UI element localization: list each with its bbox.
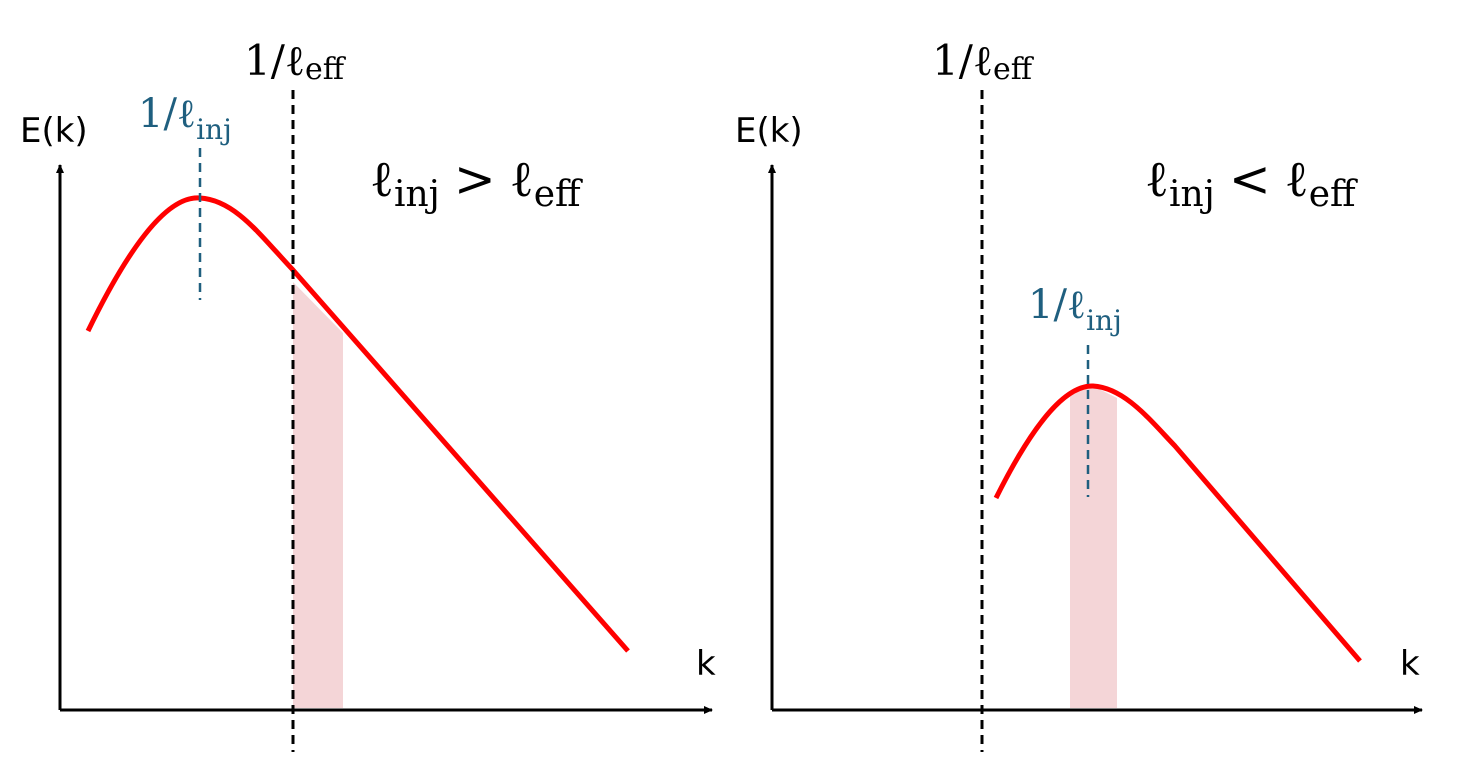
injection-scale-label: 1/ℓinj — [138, 91, 232, 146]
spectrum-curve — [85, 195, 630, 653]
relation-left: ℓ — [370, 150, 394, 208]
relation-operator: < — [1229, 150, 1271, 208]
highlight-band — [293, 282, 343, 708]
scale-relation: ℓinj < ℓeff — [1145, 150, 1358, 215]
relation-operator: > — [454, 150, 496, 208]
relation-right: ℓ — [1285, 150, 1309, 208]
effective-scale-label: 1/ℓeff — [244, 36, 347, 87]
label-subscript: inj — [1086, 304, 1122, 337]
panel-left: E(k) k 1/ℓeff 1/ℓinj ℓinj > ℓeff — [20, 36, 716, 752]
relation-left-subscript: inj — [394, 174, 440, 215]
label-main: 1/ℓ — [932, 36, 993, 85]
relation-left-subscript: inj — [1169, 174, 1215, 215]
spectrum-curve — [993, 383, 1362, 663]
relation-right: ℓ — [510, 150, 534, 208]
label-subscript: eff — [993, 52, 1035, 87]
label-main: 1/ℓ — [138, 91, 196, 137]
label-subscript: inj — [196, 113, 232, 146]
x-axis-label: k — [1400, 644, 1420, 684]
relation-left: ℓ — [1145, 150, 1169, 208]
scale-relation: ℓinj > ℓeff — [370, 150, 583, 215]
injection-scale-label: 1/ℓinj — [1028, 282, 1122, 337]
label-subscript: eff — [305, 52, 347, 87]
y-axis-label: E(k) — [735, 111, 803, 151]
x-axis-label: k — [696, 644, 716, 684]
relation-right-subscript: eff — [534, 174, 583, 215]
highlight-band — [1070, 386, 1117, 708]
label-main: 1/ℓ — [1028, 282, 1086, 328]
panel-right: E(k) k 1/ℓeff 1/ℓinj ℓinj < ℓeff — [735, 36, 1423, 752]
y-axis-label: E(k) — [20, 111, 88, 151]
label-main: 1/ℓ — [244, 36, 305, 85]
relation-right-subscript: eff — [1309, 174, 1358, 215]
effective-scale-label: 1/ℓeff — [932, 36, 1035, 87]
